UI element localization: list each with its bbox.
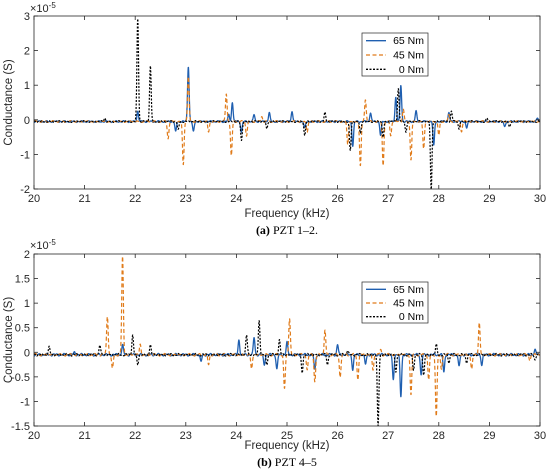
x-tick-label: 30 <box>534 193 546 205</box>
legend-entry: 45 Nm <box>393 50 424 62</box>
legend: 65 Nm 45 Nm0 Nm <box>361 281 429 324</box>
y-exponent-label: ×10-5 <box>30 1 56 15</box>
y-tick-label: -1.5 <box>11 421 30 433</box>
x-tick-label: 26 <box>331 430 343 442</box>
y-axis-label: Conductance (S) <box>3 59 15 145</box>
x-tick-label: 20 <box>28 430 40 442</box>
x-tick-label: 28 <box>433 430 445 442</box>
axes-frame <box>33 15 541 190</box>
panel-caption: (a) PZT 1–2. <box>256 223 318 237</box>
series-line-45-nm <box>34 255 540 417</box>
y-tick-label: -2 <box>20 184 30 196</box>
x-tick-label: 22 <box>129 193 141 205</box>
y-tick-label: 2 <box>24 249 30 261</box>
y-tick-label: -1 <box>20 396 30 408</box>
y-tick-label: 0 <box>24 347 30 359</box>
y-tick-label: -0.5 <box>11 372 30 384</box>
y-exponent-label: ×10-5 <box>30 238 56 252</box>
x-tick-label: 27 <box>382 430 394 442</box>
y-tick-label: 0.5 <box>15 323 30 335</box>
panel-caption: (b) PZT 4–5 <box>257 455 317 469</box>
y-axis-label: Conductance (S) <box>3 297 15 383</box>
series-line-65-nm <box>34 336 540 398</box>
legend-entry: 65 Nm <box>393 35 424 47</box>
x-tick-label: 24 <box>230 430 242 442</box>
x-tick-label: 25 <box>281 193 293 205</box>
legend: 65 Nm 45 Nm 0 Nm <box>361 32 429 77</box>
y-tick-label: 1 <box>24 298 30 310</box>
y-tick-label: 3 <box>24 11 30 23</box>
x-tick-label: 23 <box>180 430 192 442</box>
x-tick-label: 22 <box>129 430 141 442</box>
x-tick-label: 21 <box>78 430 90 442</box>
y-tick-label: 0 <box>24 115 30 127</box>
series-line-0-nm <box>34 18 540 189</box>
x-tick-label: 24 <box>230 193 242 205</box>
x-tick-label: 29 <box>483 430 495 442</box>
x-tick-label: 25 <box>281 430 293 442</box>
legend-entry: 0 Nm <box>399 311 424 323</box>
x-tick-label: 21 <box>78 193 90 205</box>
x-axis-label: Frequency (kHz) <box>245 440 330 452</box>
x-tick-label: 30 <box>534 430 546 442</box>
x-axis-label: Frequency (kHz) <box>245 208 330 220</box>
x-tick-label: 26 <box>331 193 343 205</box>
legend-entry: 65 Nm <box>393 284 424 296</box>
legend-entry: 45 Nm <box>393 298 424 310</box>
series-line-0-nm <box>34 320 540 426</box>
x-tick-label: 20 <box>28 193 40 205</box>
plot-area <box>34 18 540 189</box>
legend-entry: 0 Nm <box>399 64 424 76</box>
x-tick-label: 27 <box>382 193 394 205</box>
series-line-45-nm <box>34 76 540 167</box>
chart-panel-a: 20 21 22 23 24 25 26 27 28 29 30-2-10123×10-5Frequ… <box>3 1 546 237</box>
plot-area <box>34 255 540 426</box>
x-tick-label: 23 <box>180 193 192 205</box>
y-tick-label: -1 <box>20 149 30 161</box>
x-tick-label: 28 <box>433 193 445 205</box>
y-tick-label: 1.5 <box>15 274 30 286</box>
y-tick-label: 2 <box>24 46 30 58</box>
series-line-65-nm <box>34 66 540 147</box>
x-tick-label: 29 <box>483 193 495 205</box>
y-tick-label: 1 <box>24 80 30 92</box>
chart-panel-b: 20 21 22 23 24 25 26 27 28 29 30 -1.5 -1 -0.5 0 0.5 1 1.5… <box>3 238 546 469</box>
axes-frame <box>33 253 541 427</box>
